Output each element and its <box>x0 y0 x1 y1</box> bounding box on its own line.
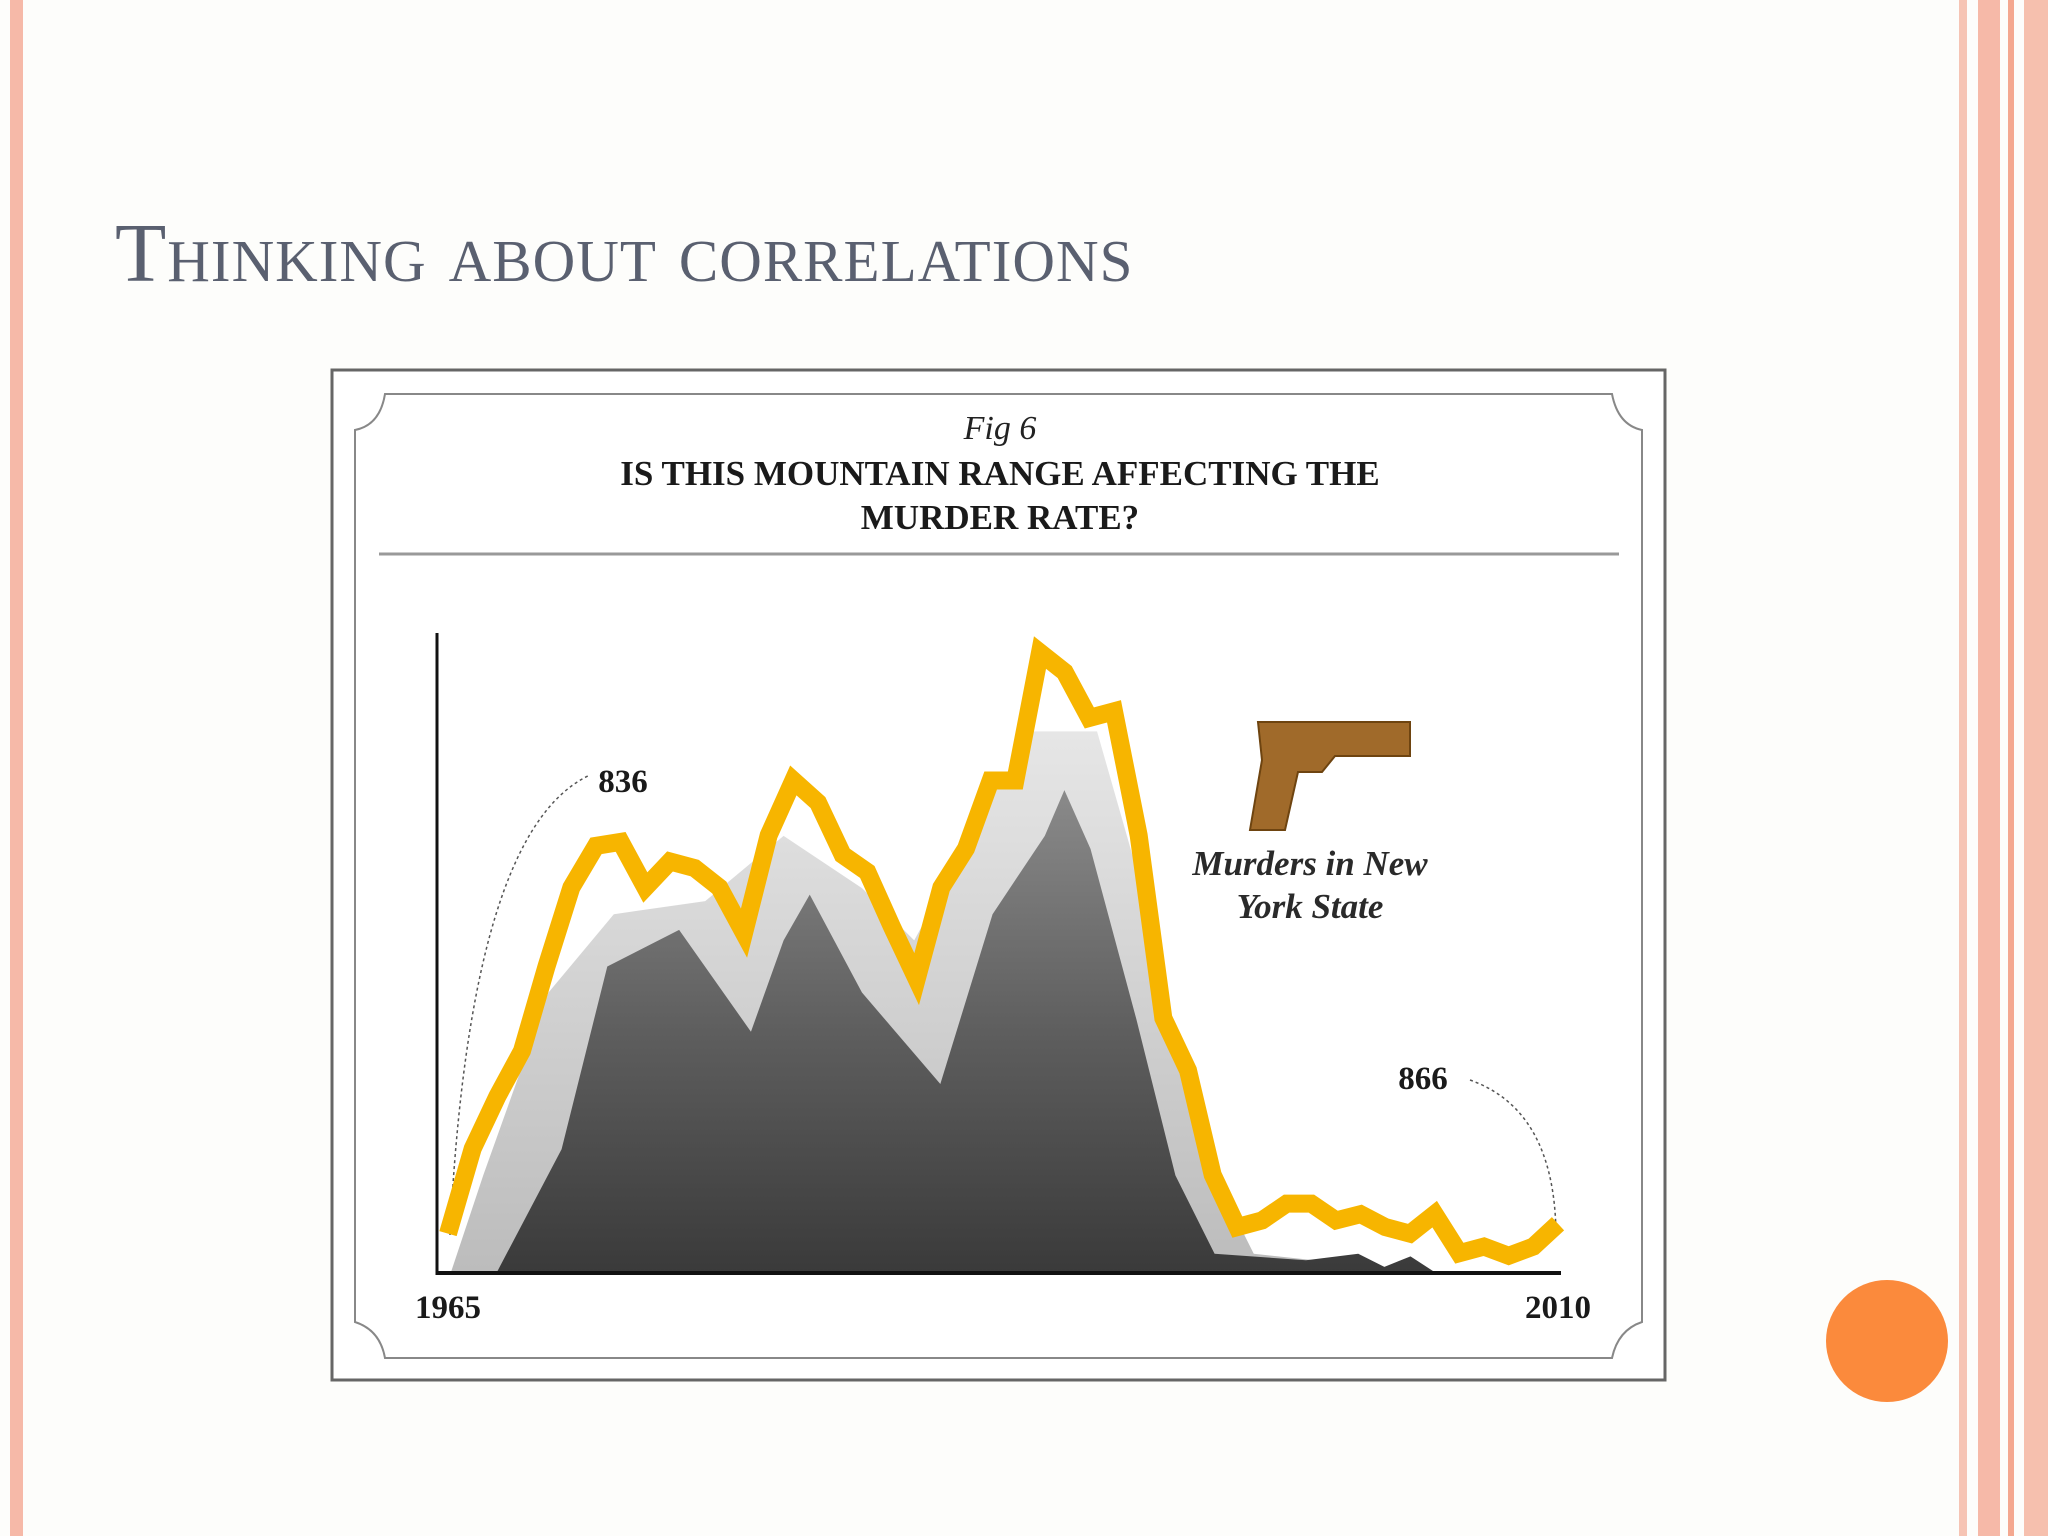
right-stripe <box>2024 0 2048 1536</box>
inner-frame <box>354 393 1643 1359</box>
chart-title: IS THIS MOUNTAIN RANGE AFFECTING THE MUR… <box>620 454 1380 537</box>
data-line <box>439 636 1565 1266</box>
orange-dot <box>1826 1280 1948 1402</box>
chart-subtitle: Fig 6 <box>963 410 1037 447</box>
legend-label: Murders in New York State <box>1192 844 1428 926</box>
leader-line <box>449 774 591 1236</box>
mountains <box>450 731 1437 1274</box>
peaks <box>496 790 1437 1274</box>
slide-title: Thinking about correlations <box>115 207 1134 300</box>
x-tick-label: 2010 <box>1525 1290 1591 1326</box>
left-border <box>10 0 23 1536</box>
gun-icon <box>1248 721 1411 831</box>
x-tick-label: 1965 <box>415 1290 481 1326</box>
data-label: 866 <box>1398 1061 1448 1097</box>
right-stripe <box>1978 0 2000 1536</box>
right-stripe <box>1959 0 1967 1536</box>
data-label: 836 <box>598 764 648 800</box>
leader-line <box>1469 1079 1557 1236</box>
right-stripe <box>2008 0 2014 1536</box>
